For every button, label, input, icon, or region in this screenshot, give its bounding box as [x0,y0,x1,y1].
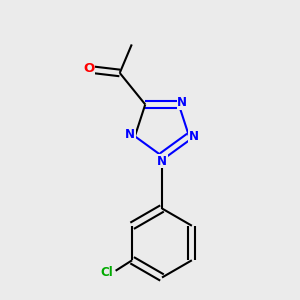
Text: N: N [189,130,199,143]
Text: Cl: Cl [101,266,114,279]
Text: N: N [157,155,167,168]
Text: N: N [177,96,188,109]
Text: N: N [125,128,135,141]
Text: O: O [83,62,94,75]
